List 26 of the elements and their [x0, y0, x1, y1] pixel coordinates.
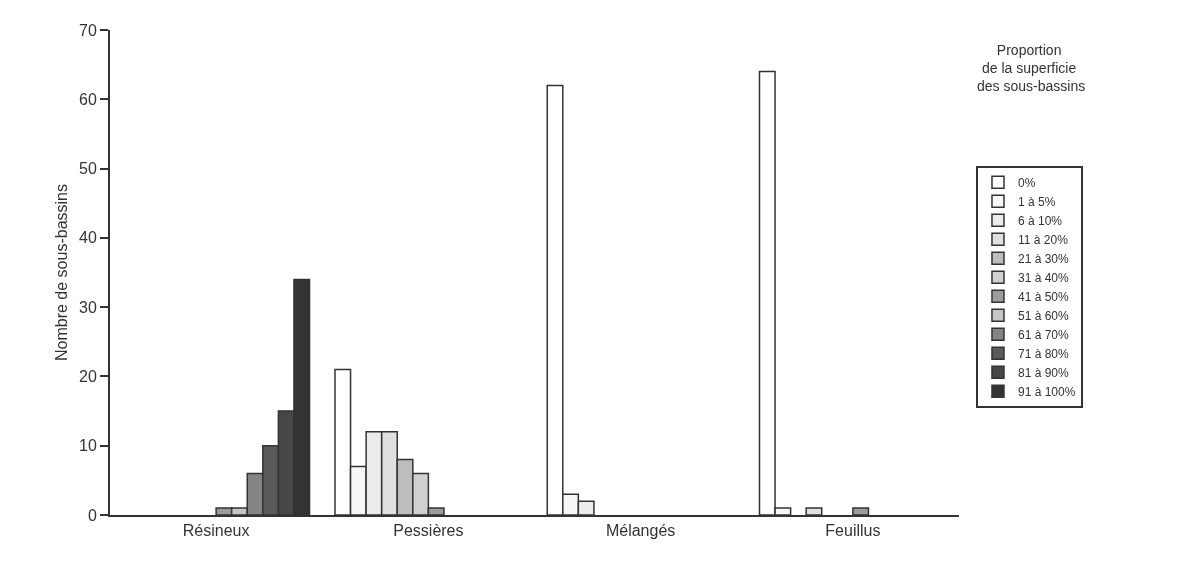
y-tick-label: 0 [87, 506, 97, 524]
y-tick-label: 60 [79, 90, 97, 108]
y-axis-title: Nombre de sous-bassins [53, 184, 70, 361]
y-tick-label: 20 [79, 368, 97, 386]
legend-label: 81 à 90% [1017, 365, 1070, 380]
legend-label: 41 à 50% [1017, 289, 1070, 304]
y-tick-label: 50 [79, 160, 97, 178]
y-tick-label: 70 [79, 21, 97, 39]
y-tick-label: 30 [79, 298, 97, 316]
legend-label: 11 à 20% [1017, 232, 1069, 247]
legend-label: 1 à 5% [1017, 194, 1056, 209]
legend-label: 21 à 30% [1017, 251, 1070, 266]
legend-label: 61 à 70% [1017, 327, 1070, 342]
legend-label: 6 à 10% [1017, 213, 1063, 228]
legend-label: 51 à 60% [1017, 308, 1070, 323]
legend-label: 0% [1017, 175, 1036, 190]
y-tick-label: 40 [79, 229, 97, 247]
legend-label: 71 à 80% [1017, 346, 1070, 361]
y-tick-label: 10 [79, 437, 97, 455]
x-tick-label: Mélangés [605, 522, 676, 540]
x-tick-label: Pessières [393, 522, 464, 540]
legend-label: 31 à 40% [1017, 270, 1070, 285]
x-tick-label: Résineux [182, 522, 250, 540]
legend-label: 91 à 100% [1017, 384, 1076, 399]
x-tick-label: Feuillus [825, 522, 881, 540]
legend-title: Proportion de la superficie des sous-bassins [977, 42, 1086, 95]
